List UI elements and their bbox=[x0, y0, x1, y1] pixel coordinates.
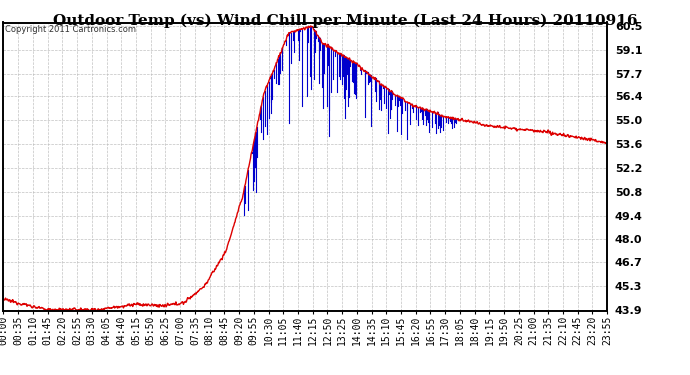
Text: Outdoor Temp (vs) Wind Chill per Minute (Last 24 Hours) 20110916: Outdoor Temp (vs) Wind Chill per Minute … bbox=[52, 13, 638, 27]
Text: Copyright 2011 Cartronics.com: Copyright 2011 Cartronics.com bbox=[5, 26, 136, 34]
